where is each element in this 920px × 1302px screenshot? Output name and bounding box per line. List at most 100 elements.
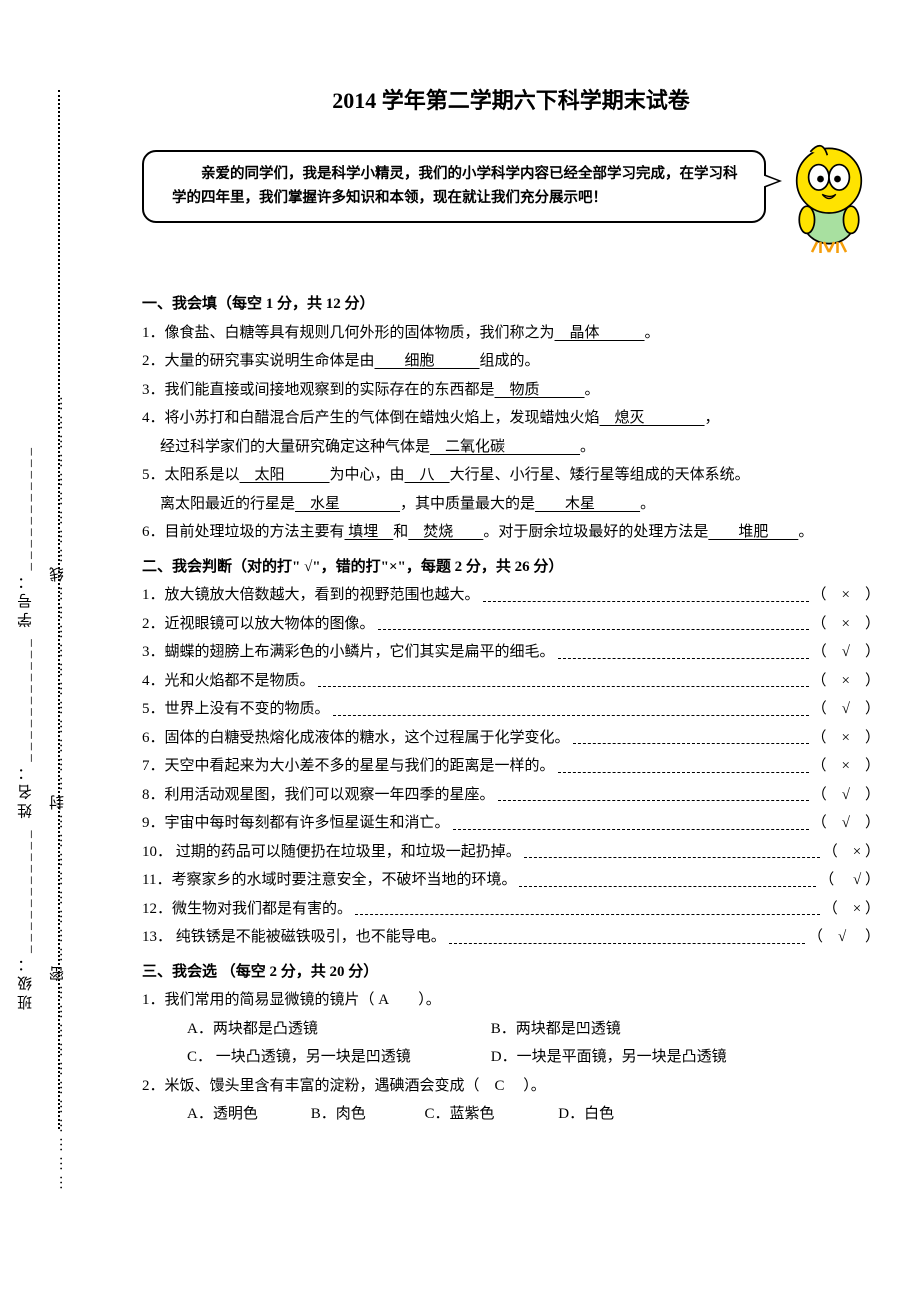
s1-q6: 6．目前处理垃圾的方法主要有 填埋 和 焚烧 。对于厨余垃圾最好的处理方法是 堆… bbox=[142, 518, 880, 547]
tf-item: 13． 纯铁锈是不能被磁铁吸引，也不能导电。 （ √ ） bbox=[142, 923, 880, 952]
page: ……………………………密……………………封……………………………线…………………… bbox=[0, 0, 920, 1169]
s1-q4-text-c: 经过科学家们的大量研究确定这种气体是 bbox=[160, 439, 430, 455]
s1-q2: 2．大量的研究事实说明生命体是由 细胞 组成的。 bbox=[142, 347, 880, 376]
tf-answer[interactable]: （ × ） bbox=[812, 724, 880, 753]
tf-dash-fill bbox=[453, 801, 809, 830]
tf-dash-fill bbox=[378, 602, 809, 631]
section1-head: 一、我会填（每空 1 分，共 12 分） bbox=[142, 290, 880, 319]
s1-q2-text: 2．大量的研究事实说明生命体是由 bbox=[142, 353, 375, 369]
s1-q5-a: 5．太阳系是以 bbox=[142, 467, 240, 483]
tf-text: 9．宇宙中每时每刻都有许多恒星诞生和消亡。 bbox=[142, 809, 450, 838]
s1-q4-blank1[interactable]: 熄灭 bbox=[600, 410, 705, 426]
s3-q1-optB[interactable]: B．两块都是凹透镜 bbox=[491, 1015, 641, 1044]
s3-q2-options: A．透明色 B．肉色 C．蓝紫色 D．白色 bbox=[142, 1100, 880, 1129]
exam-title: 2014 学年第二学期六下科学期末试卷 bbox=[142, 80, 880, 122]
tf-answer[interactable]: （ × ） bbox=[812, 667, 880, 696]
main-content: 2014 学年第二学期六下科学期末试卷 亲爱的同学们，我是科学小精灵，我们的小学… bbox=[82, 40, 900, 1129]
s3-q1-optC[interactable]: C． 一块凸透镜，另一块是凹透镜 bbox=[187, 1043, 487, 1072]
s1-q3-tail: 。 bbox=[585, 382, 600, 398]
tf-answer[interactable]: （ √ ） bbox=[819, 866, 880, 895]
s1-q5-c: 大行星、小行星、矮行星等组成的天体系统。 bbox=[450, 467, 750, 483]
tf-text: 13． 纯铁锈是不能被磁铁吸引，也不能导电。 bbox=[142, 923, 446, 952]
s1-q5-blank1[interactable]: 太阳 bbox=[240, 467, 330, 483]
tf-answer[interactable]: （ × ） bbox=[812, 581, 880, 610]
s3-q2-optB[interactable]: B．肉色 bbox=[311, 1100, 421, 1129]
tf-answer[interactable]: （ √ ） bbox=[812, 809, 880, 838]
student-info-labels: 班级：___________ 姓名：___________ 学号：_______… bbox=[12, 250, 41, 1010]
tf-text: 7．天空中看起来为大小差不多的星星与我们的距离是一样的。 bbox=[142, 752, 555, 781]
tf-text: 8．利用活动观星图，我们可以观察一年四季的星座。 bbox=[142, 781, 495, 810]
mascot-chick-icon bbox=[778, 136, 880, 267]
s1-q5-blank2[interactable]: 八 bbox=[405, 467, 450, 483]
tf-answer[interactable]: （ × ） bbox=[812, 752, 880, 781]
tf-dash-fill bbox=[333, 687, 809, 716]
s1-q4-line2: 经过科学家们的大量研究确定这种气体是 二氧化碳 。 bbox=[142, 433, 880, 462]
s1-q4-text-a: 4．将小苏打和白醋混合后产生的气体倒在蜡烛火焰上，发现蜡烛火焰 bbox=[142, 410, 600, 426]
s1-q4-text-d: 。 bbox=[580, 439, 595, 455]
section3-head: 三、我会选 （每空 2 分，共 20 分） bbox=[142, 958, 880, 987]
s1-q1-blank[interactable]: 晶体 bbox=[555, 325, 645, 341]
s3-q1: 1．我们常用的简易显微镜的镜片（ A ）。 bbox=[142, 986, 880, 1015]
tf-dash-fill bbox=[318, 659, 809, 688]
tf-dash-fill bbox=[483, 573, 809, 602]
tf-answer[interactable]: （ √ ） bbox=[812, 781, 880, 810]
s1-q4-blank2[interactable]: 二氧化碳 bbox=[430, 439, 580, 455]
tf-answer[interactable]: （ × ） bbox=[812, 610, 880, 639]
s1-q6-blank3[interactable]: 堆肥 bbox=[708, 524, 798, 540]
s1-q5-line2: 离太阳最近的行星是 水星 ，其中质量最大的是 木星 。 bbox=[142, 490, 880, 519]
s1-q6-d: 。 bbox=[798, 524, 813, 540]
s1-q3-blank[interactable]: 物质 bbox=[495, 382, 585, 398]
s1-q5: 5．太阳系是以 太阳 为中心，由 八 大行星、小行星、矮行星等组成的天体系统。 bbox=[142, 461, 880, 490]
tf-text: 2．近视眼镜可以放大物体的图像。 bbox=[142, 610, 375, 639]
s1-q2-tail: 组成的。 bbox=[480, 353, 540, 369]
seal-text: ……………………………密……………………封……………………………线…………………… bbox=[44, 90, 73, 1190]
tf-dash-fill bbox=[498, 773, 809, 802]
s3-q2-optC[interactable]: C．蓝紫色 bbox=[425, 1100, 555, 1129]
s1-q3: 3．我们能直接或间接地观察到的实际存在的东西都是 物质 。 bbox=[142, 376, 880, 405]
true-false-list: 1．放大镜放大倍数越大，看到的视野范围也越大。（ × ）2．近视眼镜可以放大物体… bbox=[142, 581, 880, 952]
tf-text: 10． 过期的药品可以随便扔在垃圾里，和垃圾一起扔掉。 bbox=[142, 838, 521, 867]
s3-q1-optD[interactable]: D．一块是平面镜，另一块是凸透镜 bbox=[491, 1043, 727, 1072]
s1-q3-text: 3．我们能直接或间接地观察到的实际存在的东西都是 bbox=[142, 382, 495, 398]
s3-q1-options: A．两块都是凸透镜 B．两块都是凹透镜 C． 一块凸透镜，另一块是凹透镜 D．一… bbox=[142, 1015, 880, 1072]
s1-q5-blank3[interactable]: 水星 bbox=[295, 496, 400, 512]
s1-q4-text-b: ， bbox=[705, 410, 720, 426]
tf-dash-fill bbox=[355, 887, 820, 916]
tf-text: 5．世界上没有不变的物质。 bbox=[142, 695, 330, 724]
s1-q5-d: 离太阳最近的行星是 bbox=[160, 496, 295, 512]
s1-q6-a: 6．目前处理垃圾的方法主要有 bbox=[142, 524, 345, 540]
tf-dash-fill bbox=[573, 716, 809, 745]
tf-dash-fill bbox=[558, 630, 809, 659]
tf-answer[interactable]: （ √ ） bbox=[808, 923, 880, 952]
s3-q2-optD[interactable]: D．白色 bbox=[558, 1100, 708, 1129]
s1-q6-b: 和 bbox=[393, 524, 408, 540]
s1-q4: 4．将小苏打和白醋混合后产生的气体倒在蜡烛火焰上，发现蜡烛火焰 熄灭 ， bbox=[142, 404, 880, 433]
s3-q2-optA[interactable]: A．透明色 bbox=[187, 1100, 307, 1129]
s1-q1: 1．像食盐、白糖等具有规则几何外形的固体物质，我们称之为 晶体 。 bbox=[142, 319, 880, 348]
tf-answer[interactable]: （ × ） bbox=[823, 895, 880, 924]
tf-dash-fill bbox=[519, 858, 816, 887]
binding-sidebar: ……………………………密……………………封……………………………线…………………… bbox=[0, 40, 82, 1129]
tf-answer[interactable]: （ √ ） bbox=[812, 638, 880, 667]
intro-row: 亲爱的同学们，我是科学小精灵，我们的小学科学内容已经全部学习完成，在学习科学的四… bbox=[142, 150, 880, 267]
s3-q1-optA[interactable]: A．两块都是凸透镜 bbox=[187, 1015, 487, 1044]
s1-q2-blank[interactable]: 细胞 bbox=[375, 353, 480, 369]
tf-dash-fill bbox=[558, 744, 809, 773]
speech-bubble: 亲爱的同学们，我是科学小精灵，我们的小学科学内容已经全部学习完成，在学习科学的四… bbox=[142, 150, 766, 223]
tf-dash-fill bbox=[524, 830, 820, 859]
s1-q1-text: 1．像食盐、白糖等具有规则几何外形的固体物质，我们称之为 bbox=[142, 325, 555, 341]
s1-q1-tail: 。 bbox=[645, 325, 660, 341]
s1-q5-f: 。 bbox=[640, 496, 655, 512]
s3-q2: 2．米饭、馒头里含有丰富的淀粉，遇碘酒会变成（ C ）。 bbox=[142, 1072, 880, 1101]
tf-dash-fill bbox=[449, 915, 805, 944]
s1-q6-blank2[interactable]: 焚烧 bbox=[408, 524, 483, 540]
s1-q5-e: ，其中质量最大的是 bbox=[400, 496, 535, 512]
s1-q6-c: 。对于厨余垃圾最好的处理方法是 bbox=[483, 524, 708, 540]
tf-text: 12．微生物对我们都是有害的。 bbox=[142, 895, 352, 924]
tf-answer[interactable]: （ √ ） bbox=[812, 695, 880, 724]
s1-q5-blank4[interactable]: 木星 bbox=[535, 496, 640, 512]
tf-answer[interactable]: （ × ） bbox=[823, 838, 880, 867]
s1-q6-blank1[interactable]: 填埋 bbox=[345, 524, 394, 540]
s1-q5-b: 为中心，由 bbox=[330, 467, 405, 483]
tf-text: 6．固体的白糖受热熔化成液体的糖水，这个过程属于化学变化。 bbox=[142, 724, 570, 753]
